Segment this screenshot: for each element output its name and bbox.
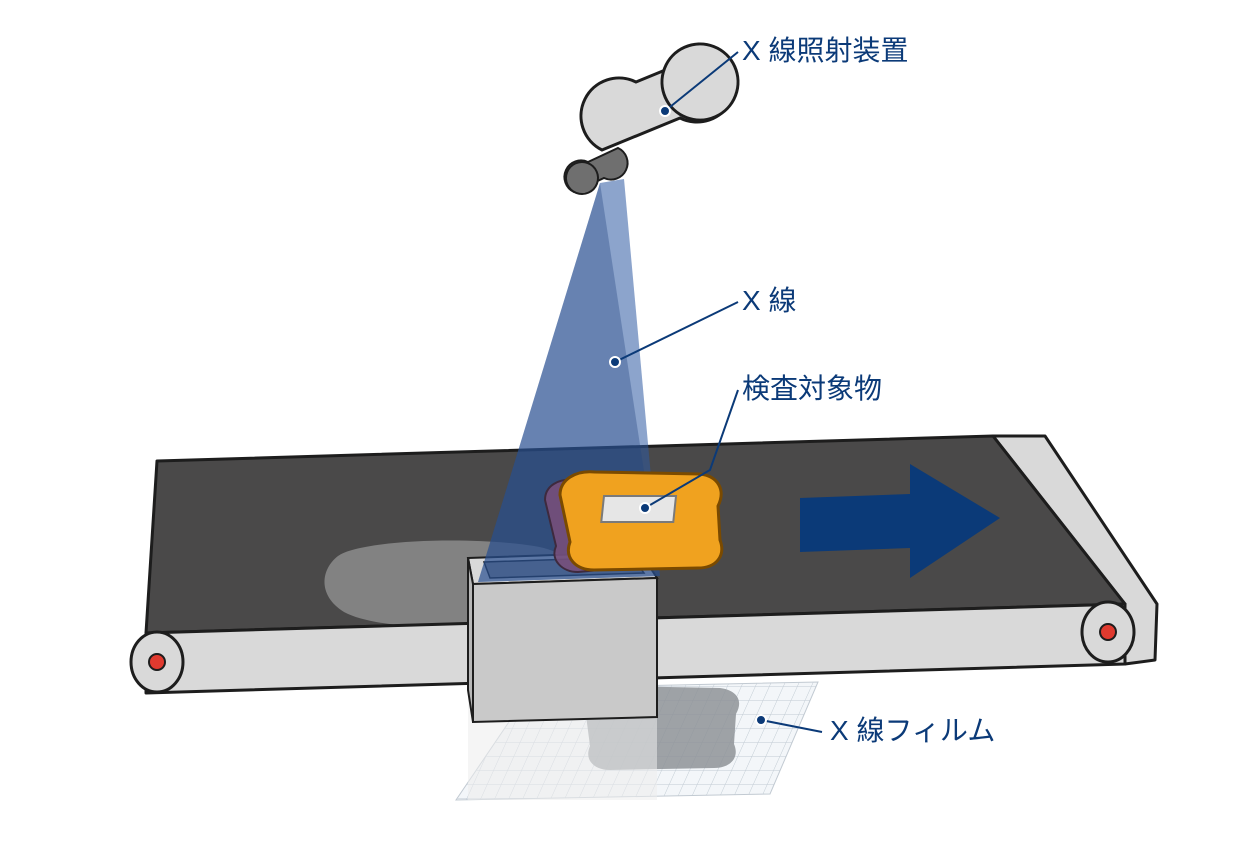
inspection-target [545, 472, 722, 572]
xray-emitter [561, 32, 750, 199]
xray-inspection-diagram: X 線照射装置 X 線 検査対象物 X 線フィルム [0, 0, 1260, 842]
roller-right [1082, 602, 1134, 662]
label-film: X 線フィルム [830, 715, 995, 746]
label-beam: X 線 [742, 285, 796, 316]
roller-left [131, 632, 183, 692]
label-target: 検査対象物 [742, 373, 882, 404]
label-emitter: X 線照射装置 [742, 35, 908, 66]
